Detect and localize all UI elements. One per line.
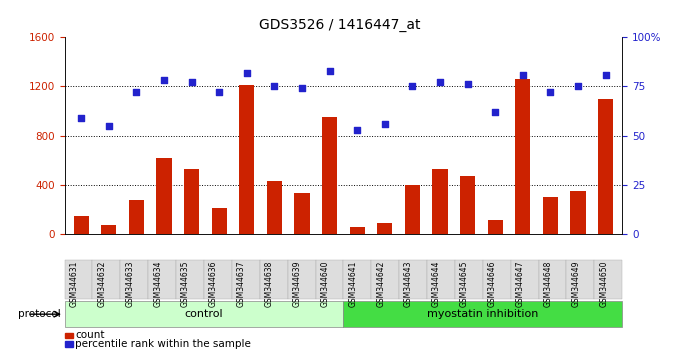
Bar [211, 208, 226, 234]
Text: GSM344631: GSM344631 [69, 261, 79, 307]
Point [131, 90, 142, 95]
Text: GSM344639: GSM344639 [292, 261, 302, 307]
Text: GSM344644: GSM344644 [432, 261, 441, 307]
Text: count: count [75, 330, 105, 340]
Text: GSM344642: GSM344642 [376, 261, 385, 307]
Point [214, 90, 224, 95]
Text: GSM344636: GSM344636 [209, 261, 218, 307]
Bar [101, 225, 116, 234]
Bar [405, 185, 420, 234]
Text: protocol: protocol [18, 309, 61, 319]
Bar [377, 223, 392, 234]
Bar [488, 221, 503, 234]
Text: GSM344646: GSM344646 [488, 261, 496, 307]
Bar [571, 191, 585, 234]
Bar [460, 176, 475, 234]
Point [545, 90, 556, 95]
Bar [156, 158, 171, 234]
Text: GSM344633: GSM344633 [125, 261, 134, 307]
Bar [432, 169, 447, 234]
Text: GSM344635: GSM344635 [181, 261, 190, 307]
Point [296, 86, 307, 91]
Point [352, 127, 362, 132]
Bar [294, 193, 309, 234]
Text: GDS3526 / 1416447_at: GDS3526 / 1416447_at [259, 18, 421, 32]
Point [103, 123, 114, 129]
Point [158, 78, 169, 83]
Bar [515, 79, 530, 234]
Point [75, 115, 86, 121]
Text: GSM344650: GSM344650 [599, 261, 608, 307]
Text: GSM344643: GSM344643 [404, 261, 413, 307]
Point [324, 68, 335, 74]
Text: GSM344649: GSM344649 [571, 261, 581, 307]
Bar [239, 85, 254, 234]
Point [573, 84, 583, 89]
Bar [129, 200, 144, 234]
Text: GSM344632: GSM344632 [97, 261, 106, 307]
Text: GSM344648: GSM344648 [543, 261, 552, 307]
Text: percentile rank within the sample: percentile rank within the sample [75, 339, 252, 349]
Point [517, 72, 528, 78]
Point [600, 72, 611, 78]
Point [186, 80, 197, 85]
Bar [350, 227, 364, 234]
Bar [184, 169, 199, 234]
Bar [598, 99, 613, 234]
Text: GSM344645: GSM344645 [460, 261, 469, 307]
Text: GSM344640: GSM344640 [320, 261, 329, 307]
Point [269, 84, 280, 89]
Text: control: control [185, 309, 223, 319]
Text: GSM344634: GSM344634 [153, 261, 163, 307]
Point [490, 109, 500, 115]
Text: GSM344647: GSM344647 [515, 261, 525, 307]
Point [241, 70, 252, 75]
Bar [267, 181, 282, 234]
Point [407, 84, 418, 89]
Point [379, 121, 390, 127]
Text: GSM344641: GSM344641 [348, 261, 358, 307]
Bar [73, 216, 89, 234]
Text: GSM344638: GSM344638 [265, 261, 273, 307]
Bar [322, 117, 337, 234]
Point [435, 80, 445, 85]
Text: GSM344637: GSM344637 [237, 261, 246, 307]
Point [462, 81, 473, 87]
Bar [543, 197, 558, 234]
Text: myostatin inhibition: myostatin inhibition [427, 309, 539, 319]
